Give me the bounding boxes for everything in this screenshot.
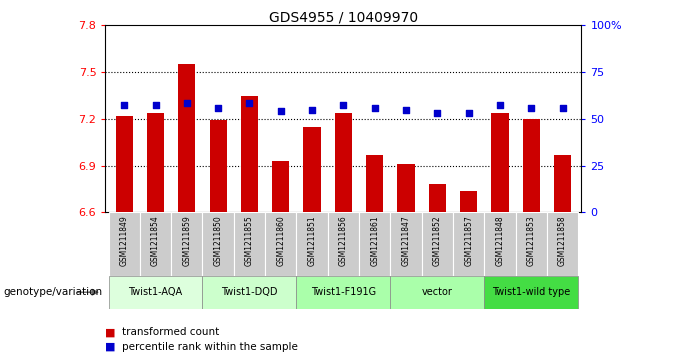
Bar <box>428 184 446 212</box>
Text: GSM1211860: GSM1211860 <box>276 216 286 266</box>
Bar <box>303 127 321 212</box>
Bar <box>296 212 328 276</box>
Bar <box>390 212 422 276</box>
Bar <box>547 212 578 276</box>
Text: GSM1211858: GSM1211858 <box>558 216 567 266</box>
Text: GSM1211852: GSM1211852 <box>433 216 442 266</box>
Bar <box>171 212 203 276</box>
Point <box>244 101 255 106</box>
Text: GSM1211856: GSM1211856 <box>339 216 348 266</box>
Bar <box>328 212 359 276</box>
Text: ■: ■ <box>105 342 116 352</box>
Text: GSM1211850: GSM1211850 <box>214 216 222 266</box>
Bar <box>209 121 226 212</box>
Text: GSM1211859: GSM1211859 <box>182 216 191 266</box>
Bar <box>453 212 484 276</box>
Point <box>494 102 505 108</box>
Bar <box>335 113 352 212</box>
Text: GSM1211857: GSM1211857 <box>464 216 473 266</box>
Point <box>526 105 537 111</box>
Point <box>463 110 474 115</box>
Bar <box>203 276 296 309</box>
Text: GSM1211848: GSM1211848 <box>496 216 505 266</box>
Bar <box>422 212 453 276</box>
Text: transformed count: transformed count <box>122 327 220 337</box>
Point <box>213 105 224 111</box>
Bar <box>234 212 265 276</box>
Text: GSM1211847: GSM1211847 <box>401 216 411 266</box>
Text: percentile rank within the sample: percentile rank within the sample <box>122 342 299 352</box>
Bar <box>523 119 540 212</box>
Bar <box>366 155 384 212</box>
Text: GSM1211853: GSM1211853 <box>527 216 536 266</box>
Text: vector: vector <box>422 287 453 297</box>
Point <box>150 102 161 108</box>
Bar <box>109 212 140 276</box>
Bar <box>484 212 515 276</box>
Bar <box>296 276 390 309</box>
Text: Twist1-AQA: Twist1-AQA <box>129 287 182 297</box>
Bar <box>515 212 547 276</box>
Bar <box>178 64 195 212</box>
Bar <box>109 276 203 309</box>
Bar <box>147 113 164 212</box>
Bar <box>359 212 390 276</box>
Point <box>432 110 443 115</box>
Point <box>182 101 192 106</box>
Text: Twist1-DQD: Twist1-DQD <box>221 287 277 297</box>
Point <box>275 108 286 114</box>
Bar <box>397 164 415 212</box>
Bar <box>140 212 171 276</box>
Text: Twist1-F191G: Twist1-F191G <box>311 287 376 297</box>
Bar <box>203 212 234 276</box>
Text: GSM1211855: GSM1211855 <box>245 216 254 266</box>
Point <box>307 107 318 113</box>
Point <box>557 105 568 111</box>
Point <box>369 105 380 111</box>
Text: GSM1211861: GSM1211861 <box>370 216 379 266</box>
Bar <box>390 276 484 309</box>
Bar <box>241 95 258 212</box>
Text: GSM1211854: GSM1211854 <box>151 216 160 266</box>
Bar <box>265 212 296 276</box>
Bar <box>492 113 509 212</box>
Bar <box>272 161 290 212</box>
Bar <box>460 191 477 212</box>
Point <box>338 102 349 108</box>
Bar <box>116 116 133 212</box>
Point <box>401 107 411 113</box>
Text: GSM1211849: GSM1211849 <box>120 216 129 266</box>
Text: Twist1-wild type: Twist1-wild type <box>492 287 571 297</box>
Text: GDS4955 / 10409970: GDS4955 / 10409970 <box>269 11 418 25</box>
Text: GSM1211851: GSM1211851 <box>307 216 317 266</box>
Text: ■: ■ <box>105 327 116 337</box>
Bar <box>484 276 578 309</box>
Bar <box>554 155 571 212</box>
Text: genotype/variation: genotype/variation <box>3 287 103 297</box>
Point <box>119 102 130 108</box>
